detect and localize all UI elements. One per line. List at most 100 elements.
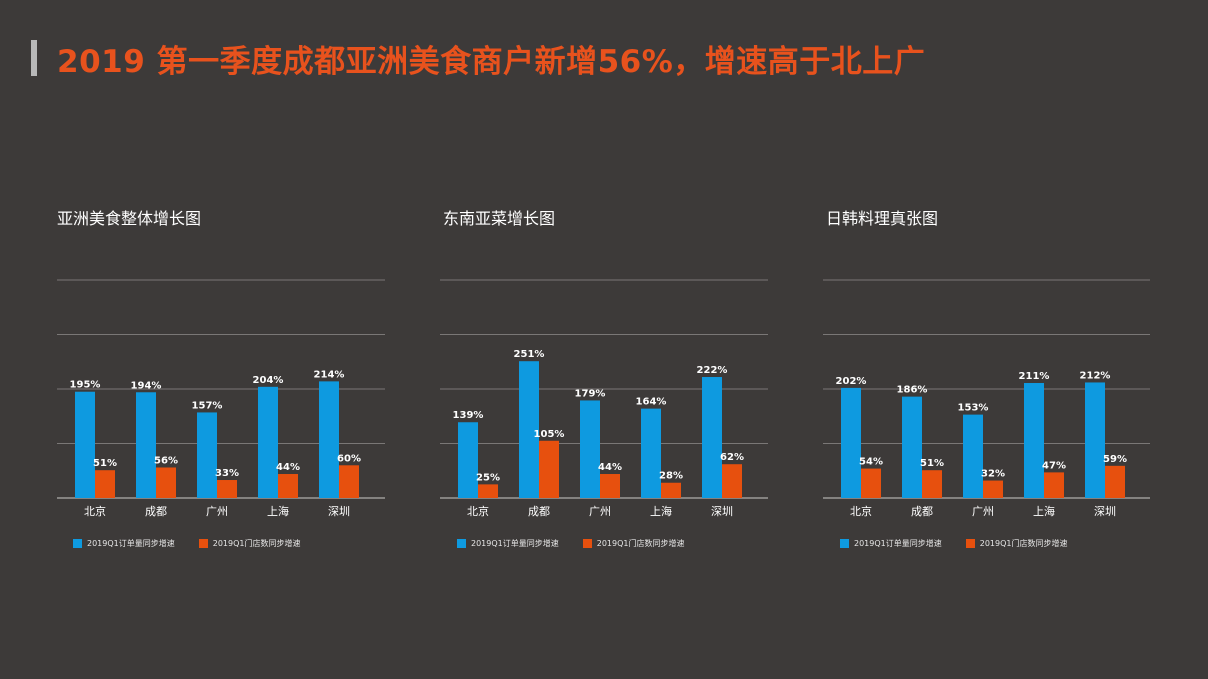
legend-item-stores: 2019Q1门店数同步增速 [198, 538, 301, 549]
bar-orders-3 [963, 414, 983, 498]
data-label-orders-3: 179% [575, 388, 606, 399]
tick-label-5: 深圳 [711, 505, 733, 518]
bar-orders-4 [641, 408, 661, 498]
data-label-orders-5: 214% [314, 369, 345, 380]
legend-swatch-orange [582, 539, 592, 548]
bar-orders-2 [519, 361, 539, 498]
data-label-orders-1: 202% [836, 376, 867, 387]
chart-title-1: 亚洲美食整体增长图 [57, 209, 202, 228]
bar-orders-2 [136, 392, 156, 498]
data-label-stores-3: 33% [215, 468, 239, 479]
page-title: 2019 第一季度成都亚洲美食商户新增56%，增速高于北上广 [57, 44, 926, 80]
bar-orders-4 [258, 386, 278, 498]
tick-label-4: 上海 [1033, 504, 1055, 518]
data-label-stores-2: 51% [920, 458, 944, 469]
legend-label: 2019Q1订单量同步增速 [471, 539, 559, 548]
data-label-stores-5: 59% [1103, 454, 1127, 465]
bar-stores-2 [539, 440, 559, 498]
bar-orders-3 [580, 400, 600, 498]
chart-title-2: 东南亚菜增长图 [443, 209, 556, 228]
legend-swatch-orange [965, 539, 975, 548]
tick-label-2: 成都 [145, 505, 167, 518]
bar-orders-1 [841, 387, 861, 498]
data-label-stores-1: 51% [93, 458, 117, 469]
data-label-orders-5: 212% [1080, 370, 1111, 381]
data-label-stores-2: 105% [534, 429, 565, 440]
bar-stores-4 [1044, 472, 1064, 498]
data-label-stores-3: 32% [981, 469, 1005, 480]
legend-item-stores: 2019Q1门店数同步增速 [965, 538, 1068, 549]
data-label-orders-4: 211% [1019, 371, 1050, 382]
legend-item-stores: 2019Q1门店数同步增速 [582, 538, 685, 549]
data-label-orders-5: 222% [697, 365, 728, 376]
data-label-orders-1: 139% [453, 410, 484, 421]
data-label-stores-4: 44% [276, 462, 300, 473]
legend-swatch-blue [457, 539, 466, 548]
tick-label-3: 广州 [972, 505, 994, 518]
tick-label-2: 成都 [528, 505, 550, 518]
bar-orders-3 [197, 412, 217, 498]
legend-label: 2019Q1门店数同步增速 [212, 539, 301, 548]
data-label-stores-3: 44% [598, 462, 622, 473]
tick-label-2: 成都 [911, 505, 933, 518]
data-label-orders-4: 164% [636, 397, 667, 408]
tick-label-1: 北京 [850, 504, 872, 518]
legend-3: 2019Q1订单量同步增速 2019Q1门店数同步增速 [840, 538, 1092, 549]
tick-label-5: 深圳 [1094, 505, 1116, 518]
tick-label-5: 深圳 [328, 505, 350, 518]
bar-stores-3 [600, 474, 620, 498]
data-label-stores-5: 60% [337, 453, 361, 464]
legend-item-orders: 2019Q1订单量同步增速 [457, 538, 559, 549]
bar-orders-4 [1024, 383, 1044, 498]
legend-label: 2019Q1订单量同步增速 [854, 539, 942, 548]
bar-stores-4 [661, 482, 681, 498]
bar-stores-1 [478, 484, 498, 498]
legend-item-orders: 2019Q1订单量同步增速 [840, 538, 942, 549]
legend-swatch-blue [840, 539, 849, 548]
tick-label-4: 上海 [650, 504, 672, 518]
tick-label-3: 广州 [589, 505, 611, 518]
legend-label: 2019Q1订单量同步增速 [87, 539, 175, 548]
data-label-stores-4: 28% [659, 471, 683, 482]
data-label-orders-3: 153% [958, 403, 989, 414]
data-label-stores-5: 62% [720, 452, 744, 463]
data-label-orders-2: 194% [131, 380, 162, 391]
tick-label-3: 广州 [206, 505, 228, 518]
legend-label: 2019Q1门店数同步增速 [979, 539, 1068, 548]
bar-stores-5 [722, 464, 742, 498]
legend-item-orders: 2019Q1订单量同步增速 [73, 538, 175, 549]
legend-swatch-blue [73, 539, 82, 548]
bar-stores-2 [156, 467, 176, 498]
bar-stores-2 [922, 470, 942, 498]
data-label-stores-2: 56% [154, 455, 178, 466]
bar-orders-1 [75, 391, 95, 498]
data-label-orders-3: 157% [192, 400, 223, 411]
bar-orders-1 [458, 422, 478, 498]
data-label-orders-4: 204% [253, 375, 284, 386]
bar-stores-3 [217, 480, 237, 498]
tick-label-4: 上海 [267, 504, 289, 518]
chart-title-3: 日韩料理真张图 [826, 209, 939, 228]
bar-stores-1 [95, 470, 115, 498]
bar-stores-5 [339, 465, 359, 498]
legend-label: 2019Q1门店数同步增速 [596, 539, 685, 548]
bar-orders-5 [702, 377, 722, 498]
title-accent-bar [31, 40, 37, 76]
bar-orders-5 [1085, 382, 1105, 498]
bar-orders-5 [319, 381, 339, 498]
legend-2: 2019Q1订单量同步增速 2019Q1门店数同步增速 [457, 538, 709, 549]
data-label-stores-4: 47% [1042, 460, 1066, 471]
tick-label-1: 北京 [467, 504, 489, 518]
bar-stores-3 [983, 480, 1003, 498]
data-label-orders-2: 251% [514, 349, 545, 360]
bar-stores-1 [861, 468, 881, 498]
data-label-orders-2: 186% [897, 385, 928, 396]
bar-stores-4 [278, 474, 298, 498]
bar-orders-2 [902, 396, 922, 498]
data-label-stores-1: 25% [476, 472, 500, 483]
bar-stores-5 [1105, 465, 1125, 498]
tick-label-1: 北京 [84, 504, 106, 518]
data-label-stores-1: 54% [859, 457, 883, 468]
data-label-orders-1: 195% [70, 380, 101, 391]
